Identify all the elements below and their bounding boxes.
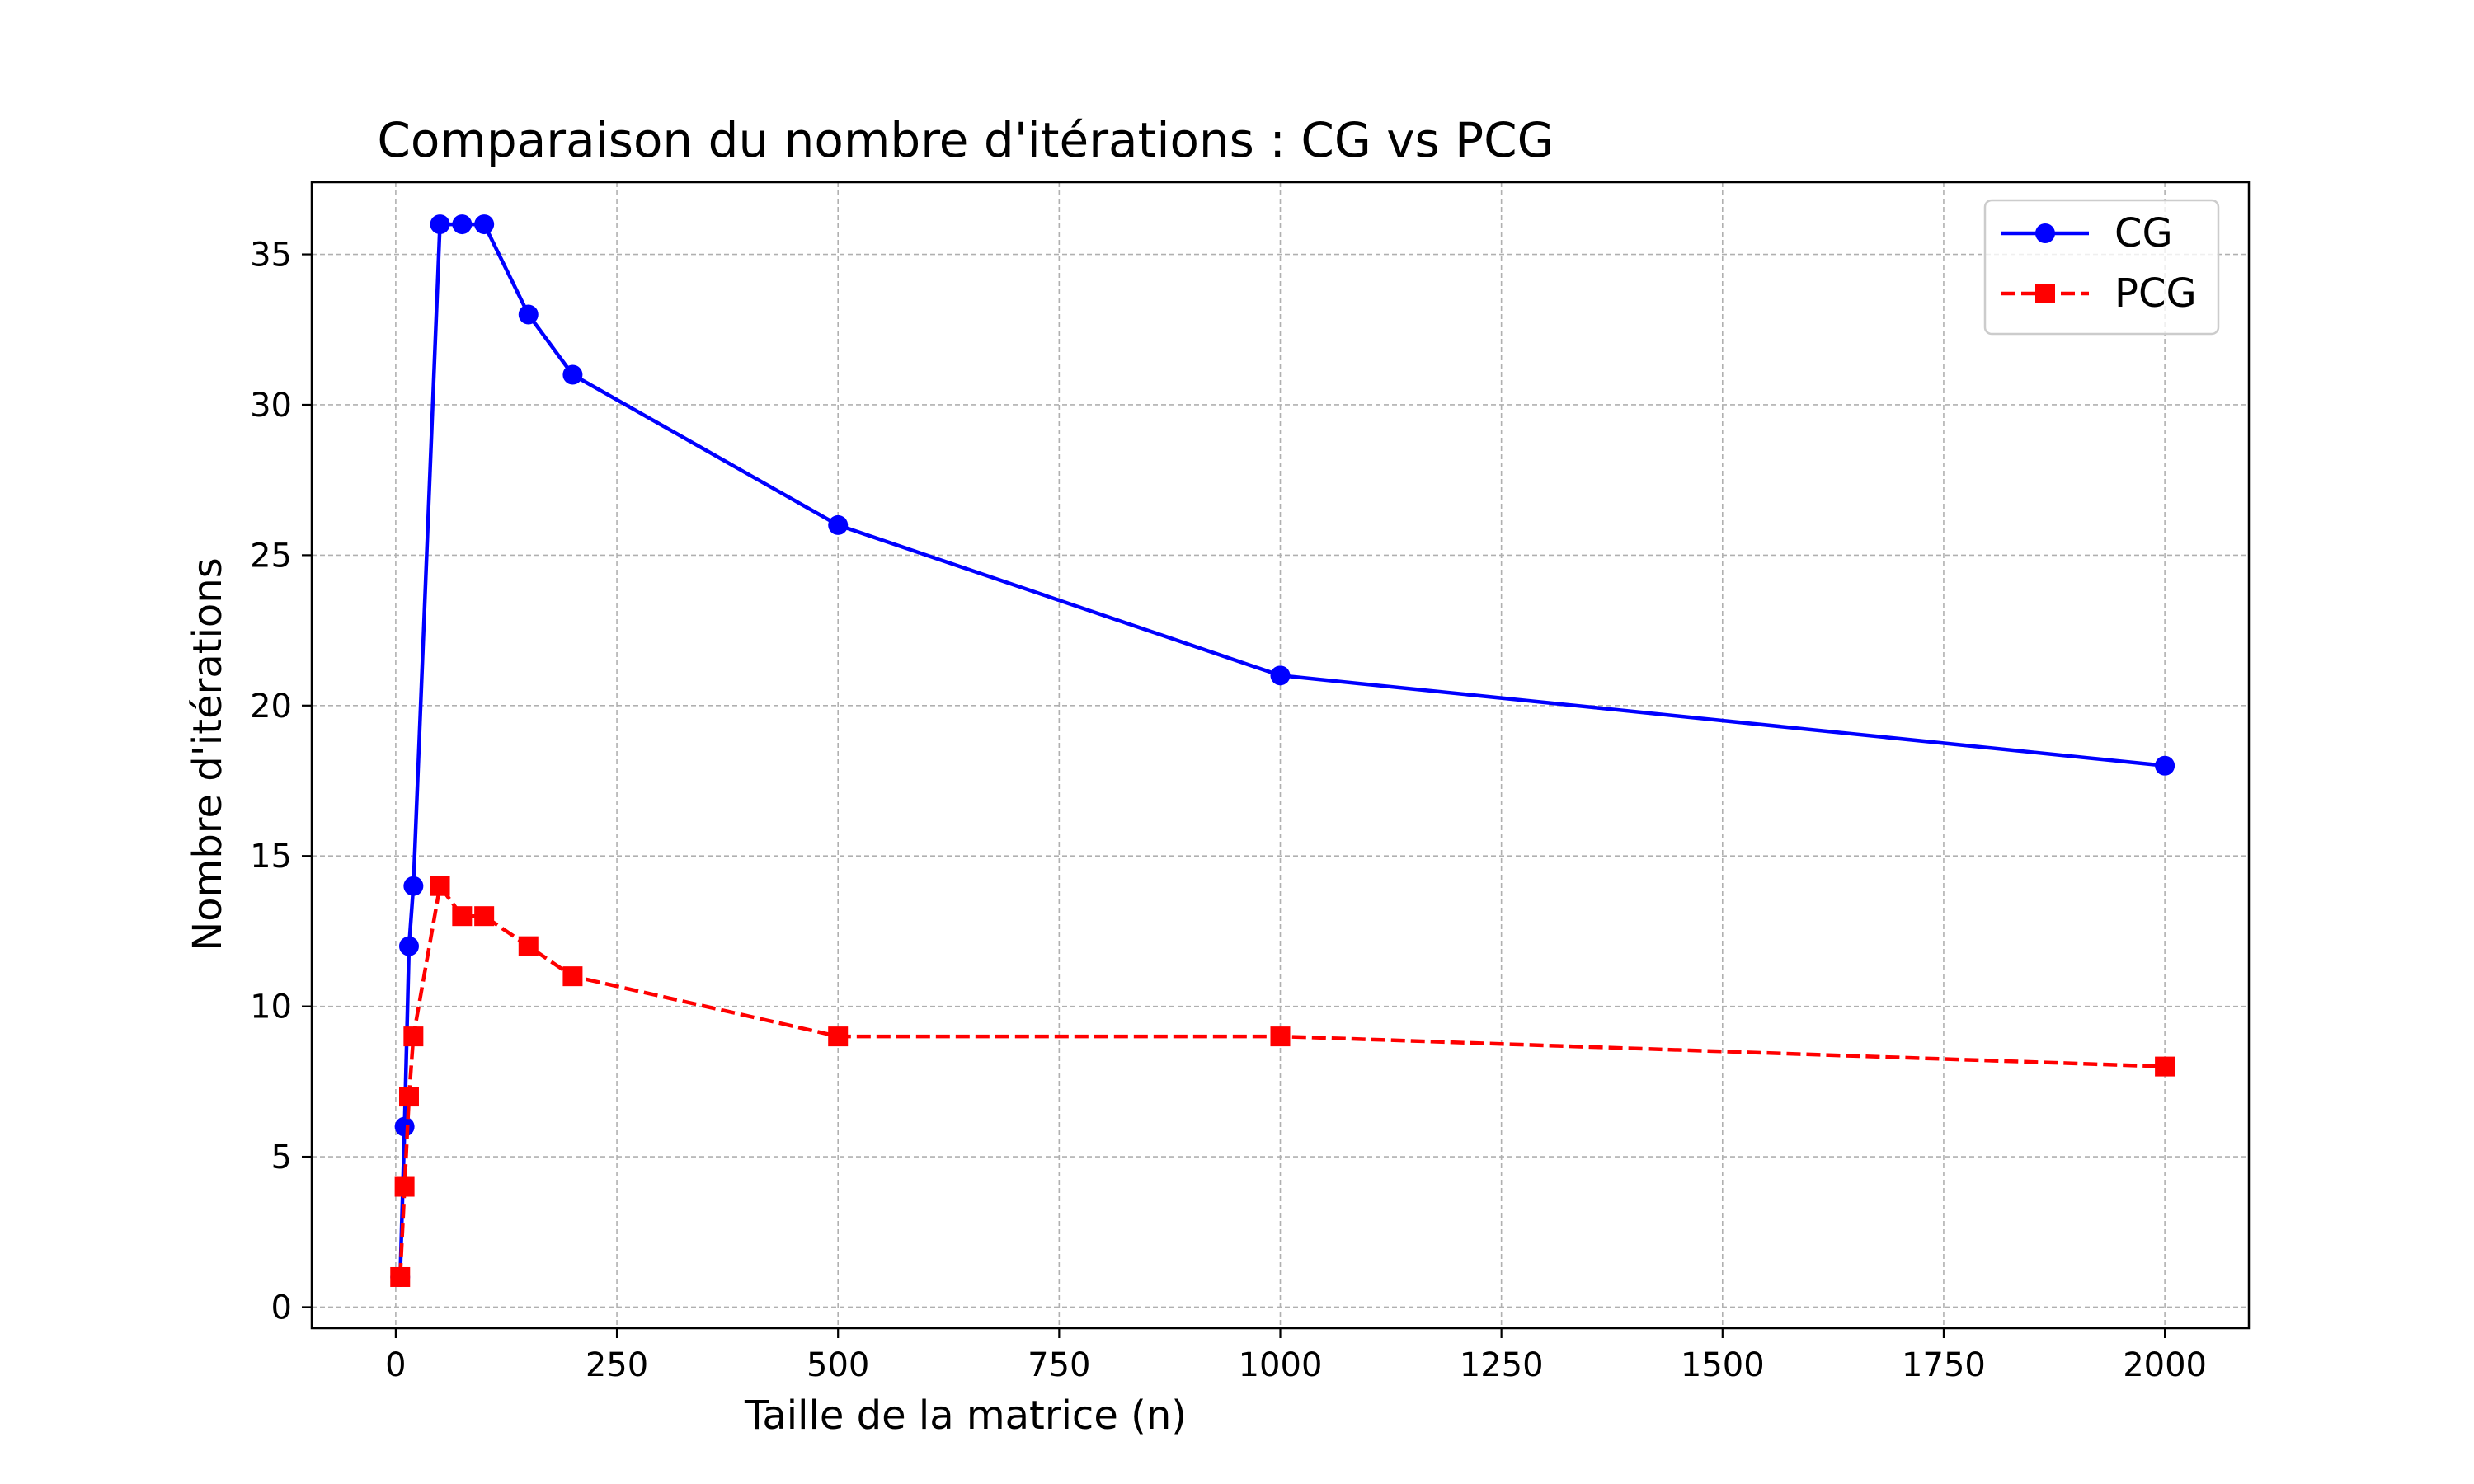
data-point-pcg bbox=[474, 906, 495, 927]
series-line-pcg bbox=[398, 884, 2166, 1278]
data-point-cg bbox=[828, 514, 849, 535]
y-tick-label: 35 bbox=[250, 237, 292, 275]
x-tick-label: 750 bbox=[1028, 1346, 1090, 1384]
data-point-cg bbox=[394, 1116, 415, 1137]
data-point-pcg bbox=[398, 1087, 419, 1107]
legend-pcg-marker bbox=[2035, 284, 2055, 303]
data-point-pcg bbox=[562, 966, 583, 987]
data-point-cg bbox=[2155, 755, 2175, 776]
data-point-cg bbox=[518, 304, 539, 325]
x-tick-label: 1750 bbox=[1902, 1346, 1986, 1384]
data-point-cg bbox=[403, 876, 424, 896]
data-point-cg bbox=[430, 214, 450, 235]
legend-cg-marker bbox=[2035, 223, 2055, 243]
data-point-pcg bbox=[452, 906, 473, 927]
x-tick-label: 1500 bbox=[1681, 1346, 1765, 1384]
y-tick-label: 5 bbox=[271, 1139, 292, 1176]
data-point-cg bbox=[398, 936, 419, 956]
data-point-cg bbox=[562, 364, 583, 385]
data-point-pcg bbox=[828, 1026, 849, 1047]
data-point-pcg bbox=[518, 936, 539, 956]
legend: CG PCG bbox=[1983, 199, 2220, 336]
data-point-pcg bbox=[430, 876, 450, 896]
chart-title: Comparaison du nombre d'itérations : CG … bbox=[377, 112, 1554, 168]
x-tick-label: 250 bbox=[586, 1346, 648, 1384]
data-point-pcg bbox=[390, 1266, 411, 1287]
series-line-cg bbox=[398, 222, 2166, 1278]
y-tick-label: 10 bbox=[250, 989, 292, 1026]
x-tick-label: 0 bbox=[385, 1346, 406, 1384]
axis-ticks: 0 250 500 750 1000 1250 1500 1750 2000 0 5 10 15 20 25… bbox=[250, 237, 2207, 1384]
x-axis-label: Taille de la matrice (n) bbox=[744, 1392, 1187, 1439]
data-point-pcg bbox=[1270, 1026, 1291, 1047]
y-axis-label: Nombre d'itérations bbox=[185, 557, 231, 951]
legend-label-pcg: PCG bbox=[2114, 270, 2197, 317]
data-point-pcg bbox=[2155, 1056, 2175, 1077]
data-point-cg bbox=[474, 214, 495, 235]
x-tick-label: 500 bbox=[807, 1346, 869, 1384]
y-tick-label: 30 bbox=[250, 387, 292, 425]
data-point-cg bbox=[452, 214, 473, 235]
grid bbox=[312, 182, 2249, 1328]
y-tick-label: 0 bbox=[271, 1289, 292, 1327]
y-tick-label: 20 bbox=[250, 688, 292, 726]
y-tick-label: 15 bbox=[250, 838, 292, 876]
legend-label-cg: CG bbox=[2114, 210, 2173, 256]
x-tick-label: 1250 bbox=[1460, 1346, 1544, 1384]
x-tick-label: 1000 bbox=[1239, 1346, 1323, 1384]
data-point-pcg bbox=[394, 1176, 415, 1197]
y-tick-label: 25 bbox=[250, 537, 292, 575]
data-point-cg bbox=[1270, 665, 1291, 686]
data-point-pcg bbox=[403, 1026, 424, 1047]
x-tick-label: 2000 bbox=[2123, 1346, 2207, 1384]
series-layer bbox=[390, 214, 2175, 1287]
